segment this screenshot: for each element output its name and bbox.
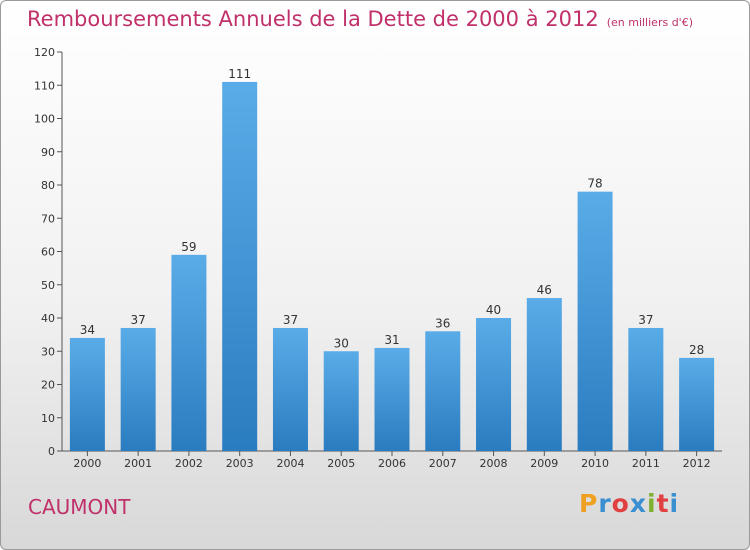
y-tick-label: 40 <box>41 312 55 325</box>
bar <box>476 318 512 451</box>
x-tick-label: 2003 <box>226 457 254 470</box>
logo-letter: r <box>598 489 612 518</box>
x-tick-label: 2008 <box>480 457 508 470</box>
x-tick-label: 2001 <box>124 457 152 470</box>
data-label: 37 <box>131 313 146 327</box>
data-label: 31 <box>384 333 399 347</box>
y-tick-label: 0 <box>48 445 55 458</box>
data-label: 30 <box>334 336 349 350</box>
bar <box>171 254 207 451</box>
y-tick-label: 60 <box>41 246 55 259</box>
logo-letter: o <box>611 489 630 518</box>
x-tick-label: 2002 <box>175 457 203 470</box>
data-label: 46 <box>537 283 552 297</box>
y-tick-label: 100 <box>34 113 55 126</box>
x-tick-label: 2004 <box>276 457 304 470</box>
bar <box>577 191 613 451</box>
y-tick-label: 10 <box>41 412 55 425</box>
logo-letter: t <box>656 489 670 518</box>
logo-letter: i <box>647 489 657 518</box>
data-label: 40 <box>486 303 501 317</box>
y-tick-label: 20 <box>41 379 55 392</box>
bar <box>628 327 664 451</box>
town-name: CAUMONT <box>28 495 131 519</box>
bar <box>69 337 105 451</box>
x-tick-label: 2011 <box>632 457 660 470</box>
bar-layer: 34 37 59 111 37 30 31 36 40 46 78 37 28 <box>69 67 715 452</box>
x-tick-label: 2010 <box>581 457 609 470</box>
x-tick-label: 2006 <box>378 457 406 470</box>
bar <box>120 327 156 451</box>
proxiti-logo: Proxiti <box>579 489 679 518</box>
data-label: 59 <box>181 240 196 254</box>
y-tick-label: 120 <box>34 46 55 59</box>
data-label: 78 <box>587 177 602 191</box>
y-tick-label: 50 <box>41 279 55 292</box>
y-tick-label: 80 <box>41 179 55 192</box>
bar <box>425 331 461 451</box>
bar <box>272 327 308 451</box>
logo-letter: x <box>629 489 647 518</box>
y-tick-label: 30 <box>41 345 55 358</box>
unit-label: (en milliers d'€) <box>606 16 693 29</box>
x-tick-label: 2012 <box>683 457 711 470</box>
y-tick-label: 110 <box>34 79 55 92</box>
y-tick-label: 70 <box>41 212 55 225</box>
logo-letter: i <box>669 489 680 518</box>
bar <box>679 357 715 451</box>
data-label: 37 <box>638 313 653 327</box>
logo-letter: P <box>579 489 599 518</box>
bar <box>222 81 258 452</box>
x-tick-label: 2005 <box>327 457 355 470</box>
data-label: 37 <box>283 313 298 327</box>
x-tick-label: 2007 <box>429 457 457 470</box>
bar <box>374 347 410 451</box>
x-tick-label: 2009 <box>530 457 558 470</box>
chart-title: Remboursements Annuels de la Dette de 20… <box>27 7 693 31</box>
title-text: Remboursements Annuels de la Dette de 20… <box>27 7 599 31</box>
axis-layer: 0 10 20 30 40 50 60 70 80 90 100 110 120 2000 2001 2002… <box>34 46 722 470</box>
data-label: 34 <box>80 323 95 337</box>
data-label: 36 <box>435 316 450 330</box>
bar <box>526 298 562 451</box>
data-label: 111 <box>228 67 251 81</box>
y-tick-label: 90 <box>41 146 55 159</box>
x-tick-label: 2000 <box>73 457 101 470</box>
bar <box>323 351 359 451</box>
data-label: 28 <box>689 343 704 357</box>
